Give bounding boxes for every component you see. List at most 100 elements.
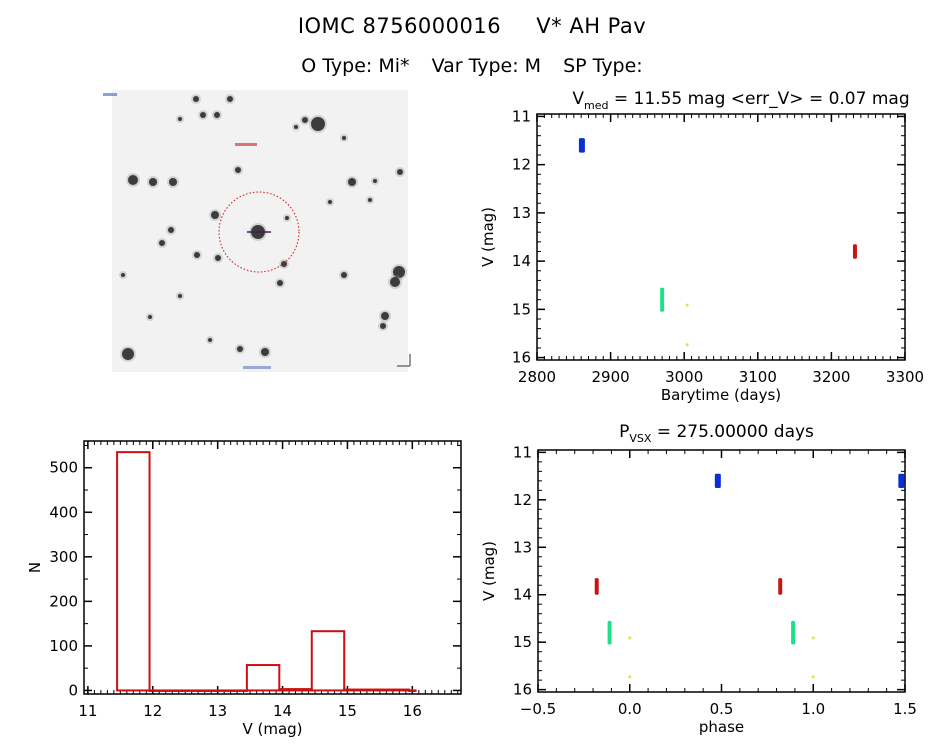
- star: [393, 266, 405, 278]
- y-tick-label: 12: [512, 156, 531, 174]
- data-point-season-3: [811, 636, 815, 640]
- y-tick-label: 200: [49, 592, 78, 610]
- histogram-bar: [180, 689, 216, 692]
- data-point-season-1: [578, 138, 585, 153]
- data-point-season-4: [778, 578, 783, 595]
- image-label-mark: [243, 366, 271, 369]
- y-tick-label: 16: [513, 681, 532, 699]
- x-axis-label: Barytime (days): [661, 386, 781, 404]
- star: [373, 179, 377, 183]
- x-tick-label: 15: [338, 702, 357, 720]
- variable-type: Var Type: M: [431, 55, 542, 77]
- x-tick-label: 0.5: [710, 700, 734, 718]
- x-tick-label: 2900: [592, 368, 630, 386]
- title-subscript: VSX: [629, 432, 652, 445]
- x-tick-label: 14: [273, 702, 292, 720]
- star: [208, 338, 212, 342]
- x-tick-label: 3300: [886, 368, 924, 386]
- y-tick-label: 16: [512, 349, 531, 367]
- histogram-bar: [278, 688, 313, 692]
- title-rest: = 275.00000 days: [651, 422, 814, 442]
- star: [168, 227, 174, 233]
- catalog-id: IOMC 8756000016: [297, 14, 502, 38]
- chart-title: PVSX = 275.00000 days: [619, 422, 814, 445]
- x-tick-label: 1.0: [801, 700, 825, 718]
- data-point-season-1: [714, 473, 721, 488]
- data-point-season-4: [594, 578, 599, 595]
- y-tick-label: 300: [49, 548, 78, 566]
- finder-image: [103, 90, 411, 372]
- x-tick-label: 3100: [739, 368, 777, 386]
- star: [390, 277, 400, 287]
- star: [328, 200, 332, 204]
- histogram-bar: [375, 688, 411, 692]
- star: [235, 167, 241, 173]
- star: [159, 240, 165, 246]
- y-tick-label: 11: [513, 443, 532, 461]
- y-tick-label: 11: [512, 107, 531, 125]
- star: [149, 178, 157, 186]
- y-tick-label: 15: [512, 300, 531, 318]
- x-tick-label: 12: [143, 702, 162, 720]
- star: [194, 252, 200, 258]
- image-label-mark: [103, 93, 117, 96]
- y-tick-label: 14: [512, 252, 531, 270]
- light-curve-chart: 2800 2900 3000 3100 3200 3300 11 12 13 14 15 16 Bary…: [479, 89, 924, 404]
- plot-frame: [83, 440, 462, 695]
- star: [178, 294, 182, 298]
- y-axis-label: V (mag): [480, 541, 498, 601]
- star-name: V* AH Pav: [536, 14, 647, 38]
- star: [341, 272, 347, 278]
- star: [285, 216, 289, 220]
- y-tick-label: 400: [49, 503, 78, 521]
- x-tick-label: 16: [403, 702, 422, 720]
- data-point-season-1: [898, 473, 905, 488]
- star: [348, 178, 356, 186]
- title-main: V: [572, 89, 584, 109]
- x-tick-label: −0.5: [520, 700, 556, 718]
- star: [342, 136, 346, 140]
- x-tick-label: 2800: [518, 368, 556, 386]
- star: [261, 348, 269, 356]
- data-point-season-3: [811, 675, 815, 679]
- x-axis-label: V (mag): [242, 720, 302, 738]
- object-type: O Type: Mi*: [301, 55, 410, 77]
- star: [121, 273, 125, 277]
- star: [277, 280, 283, 286]
- y-tick-label: 14: [513, 586, 532, 604]
- title-subscript: med: [584, 99, 608, 112]
- star: [193, 96, 199, 102]
- plot-frame: [536, 113, 906, 361]
- histogram-bar: [343, 688, 378, 692]
- star: [148, 315, 152, 319]
- histogram-bar: [310, 630, 346, 692]
- star: [200, 112, 206, 118]
- y-axis-label: V (mag): [479, 207, 497, 267]
- plot-frame: [537, 449, 906, 693]
- histogram-bar: [408, 689, 417, 692]
- star: [368, 198, 372, 202]
- star: [294, 125, 298, 129]
- star: [237, 346, 243, 352]
- star: [311, 117, 325, 131]
- star: [380, 323, 386, 329]
- histogram-bar: [116, 451, 151, 692]
- target-circle: [218, 191, 300, 273]
- image-label-mark: [235, 143, 257, 146]
- star: [169, 178, 177, 186]
- figure-subtitle: O Type: Mi* Var Type: M SP Type:: [0, 55, 944, 77]
- histogram-bar: [213, 689, 248, 692]
- star: [302, 117, 308, 123]
- data-point-season-3: [685, 303, 689, 307]
- data-point-season-3: [685, 343, 689, 347]
- y-tick-label: 15: [513, 633, 532, 651]
- star: [281, 261, 287, 267]
- x-tick-label: 1.5: [893, 700, 917, 718]
- data-point-season-3: [628, 675, 632, 679]
- x-tick-label: 3200: [812, 368, 850, 386]
- y-tick-label: 13: [512, 204, 531, 222]
- chart-title: Vmed = 11.55 mag <err_V> = 0.07 mag: [572, 89, 909, 112]
- y-tick-label: 500: [49, 459, 78, 477]
- x-tick-label: 0.0: [618, 700, 642, 718]
